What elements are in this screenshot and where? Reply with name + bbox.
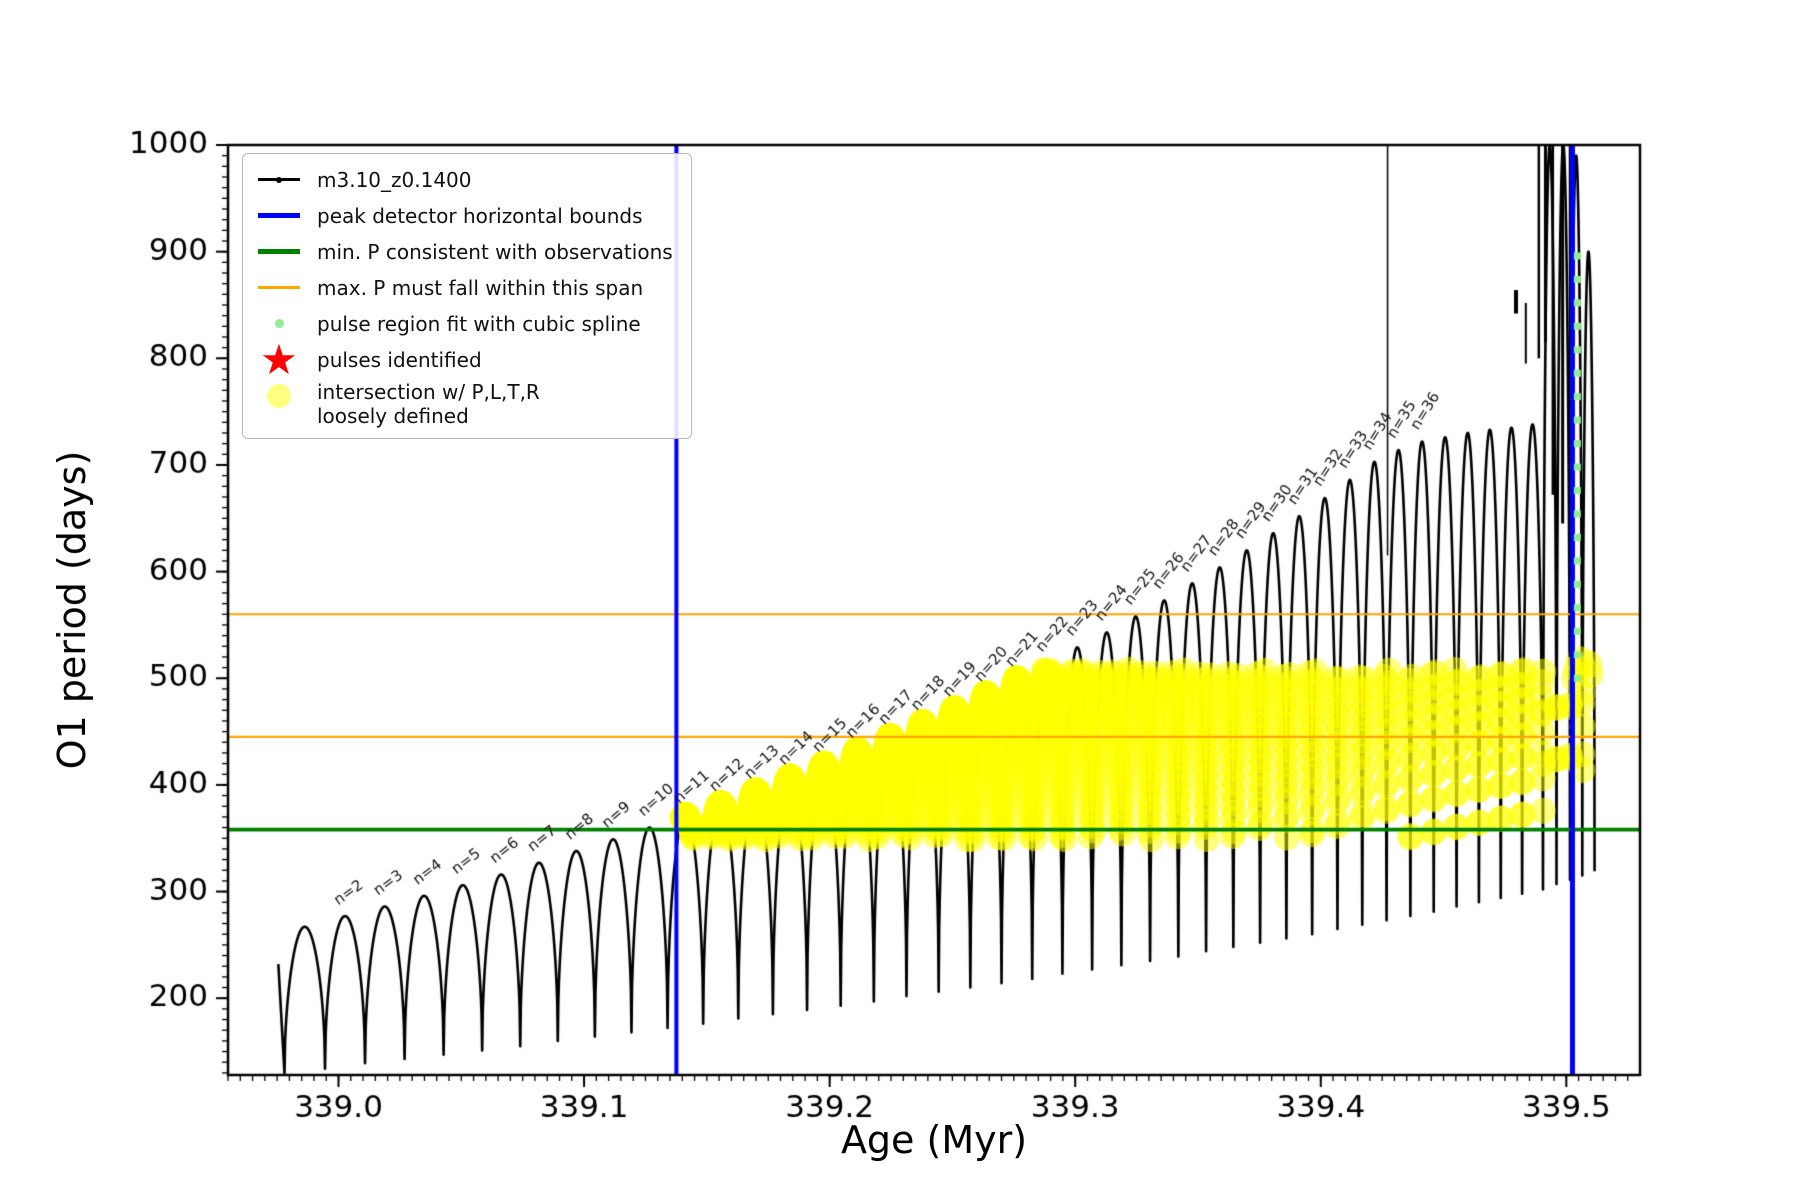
yellow-dot-icon [255, 383, 303, 409]
green-dot-icon [255, 311, 303, 337]
line-dot-icon [255, 167, 303, 193]
blue-line-icon [255, 203, 303, 229]
red-star-icon: ★ [260, 334, 298, 384]
legend-item-min-p: min. P consistent with observations [255, 236, 673, 267]
legend-item-intersection: intersection w/ P,L,T,R loosely defined [255, 380, 673, 428]
x-axis-label: Age (Myr) [840, 1118, 1028, 1162]
green-line-icon [255, 239, 303, 265]
legend-label-line2: loosely defined [317, 404, 469, 428]
legend-label: peak detector horizontal bounds [317, 203, 643, 228]
legend-item-peak-bounds: peak detector horizontal bounds [255, 200, 673, 231]
legend: m3.10_z0.1400 peak detector horizontal b… [242, 153, 692, 439]
legend-item-max-p: max. P must fall within this span [255, 272, 673, 303]
y-axis-label: O1 period (days) [50, 450, 94, 770]
legend-label: m3.10_z0.1400 [317, 167, 472, 192]
legend-label: pulse region fit with cubic spline [317, 311, 641, 336]
legend-item-pulses: ★ pulses identified [255, 334, 673, 384]
legend-item-series: m3.10_z0.1400 [255, 164, 673, 195]
legend-label: min. P consistent with observations [317, 239, 673, 264]
legend-label-line1: intersection w/ P,L,T,R [317, 380, 540, 404]
orange-line-icon [255, 275, 303, 301]
legend-label: pulses identified [317, 347, 482, 372]
legend-label: intersection w/ P,L,T,R loosely defined [317, 380, 540, 428]
legend-label: max. P must fall within this span [317, 275, 644, 300]
legend-item-spline: pulse region fit with cubic spline [255, 308, 673, 339]
